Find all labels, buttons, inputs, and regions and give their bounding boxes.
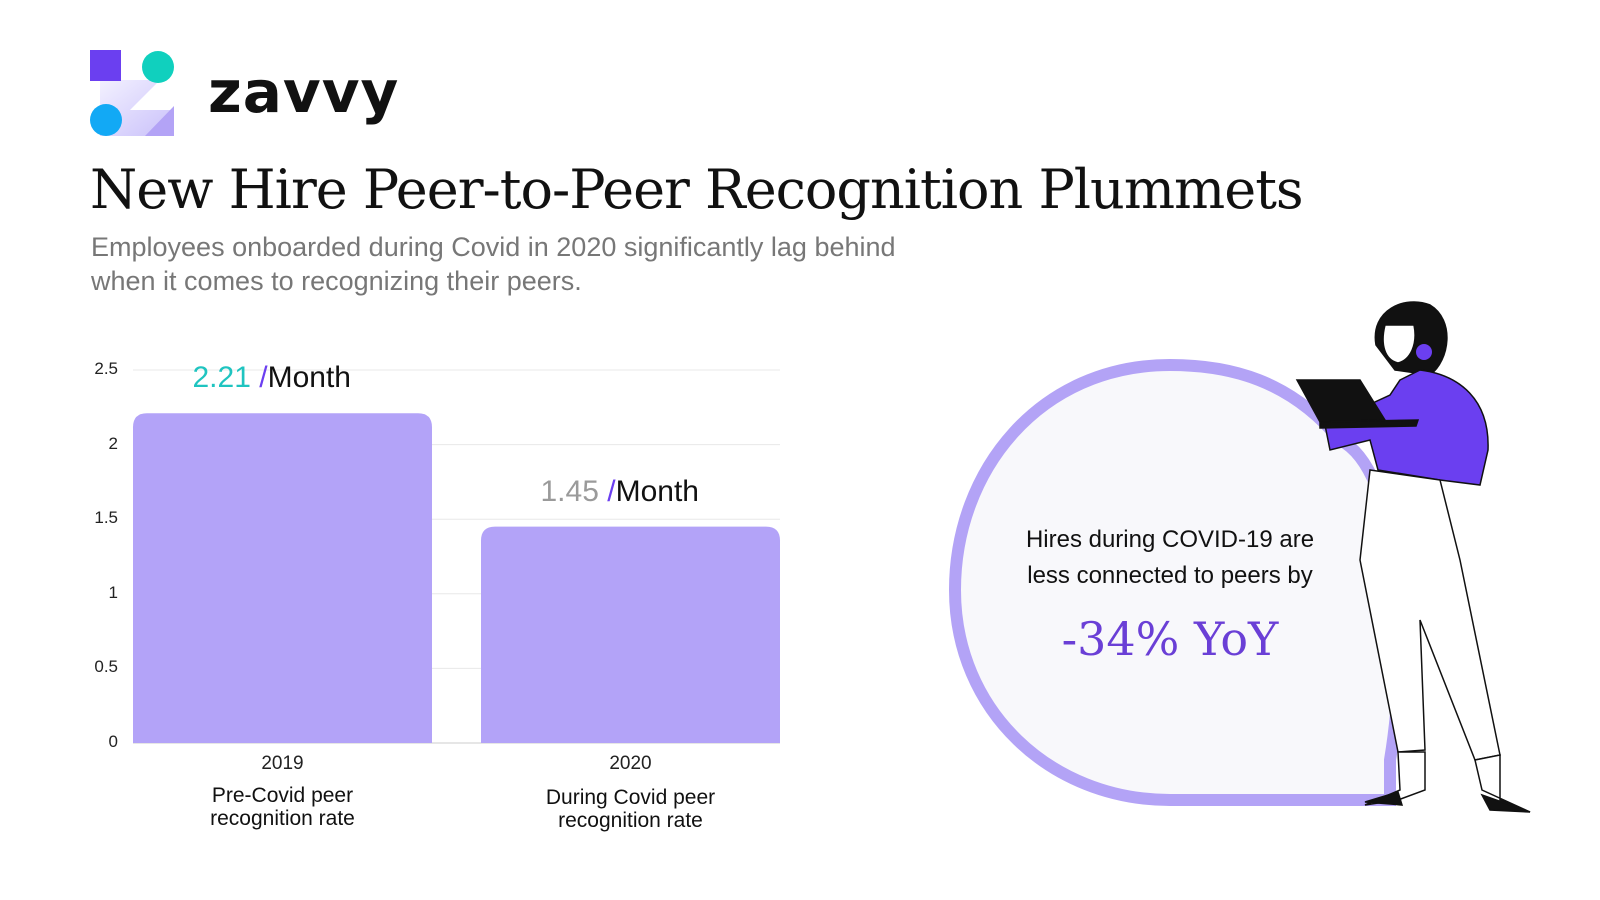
y-tick-label: 2 xyxy=(108,433,118,453)
y-tick-label: 0 xyxy=(108,732,118,751)
bar-2020 xyxy=(481,526,780,743)
y-tick-label: 2.5 xyxy=(94,359,118,378)
brand-name: zavvy xyxy=(208,58,400,126)
page-subtitle: Employees onboarded during Covid in 2020… xyxy=(91,230,1091,298)
subtitle-line: Employees onboarded during Covid in 2020… xyxy=(91,232,896,262)
bar-2019 xyxy=(133,413,432,743)
callout-line: Hires during COVID-19 are xyxy=(1025,526,1315,553)
data-label-value: 2.21 xyxy=(192,361,251,395)
data-label-unit: /Month xyxy=(259,361,351,395)
callout-stat: -34% YoY xyxy=(1061,612,1279,666)
category-description: Pre-Covid peer recognition rate xyxy=(123,784,443,830)
y-tick-label: 0.5 xyxy=(94,657,118,677)
x-tick-label: 2020 xyxy=(609,753,652,774)
category-description: During Covid peer recognition rate xyxy=(471,786,791,832)
category-description-line: During Covid peer xyxy=(545,786,716,809)
woman-illustration xyxy=(1295,301,1531,813)
bar-chart xyxy=(133,369,780,744)
page-title: New Hire Peer-to-Peer Recognition Plumme… xyxy=(90,158,1304,221)
data-label-unit: /Month xyxy=(607,474,699,508)
data-label: 1.45 /Month xyxy=(541,475,699,509)
x-tick-label: 2019 xyxy=(261,753,304,774)
data-label-unit-text: Month xyxy=(615,474,699,508)
zavvy-logo-icon xyxy=(90,50,174,136)
category-description-line: Pre-Covid peer xyxy=(211,784,354,807)
callout-text: Hires during COVID-19 are less connected… xyxy=(975,522,1365,594)
subtitle-line: when it comes to recognizing their peers… xyxy=(91,266,582,296)
data-label: 2.21 /Month xyxy=(193,361,351,395)
category-description-line: recognition rate xyxy=(558,809,703,832)
data-label-unit-text: Month xyxy=(267,361,351,395)
y-tick-label: 1 xyxy=(108,582,118,602)
data-label-value: 1.45 xyxy=(540,474,599,508)
callout-line: less connected to peers by xyxy=(1027,562,1313,589)
category-description-line: recognition rate xyxy=(210,807,355,830)
y-tick-label: 1.5 xyxy=(94,508,118,528)
